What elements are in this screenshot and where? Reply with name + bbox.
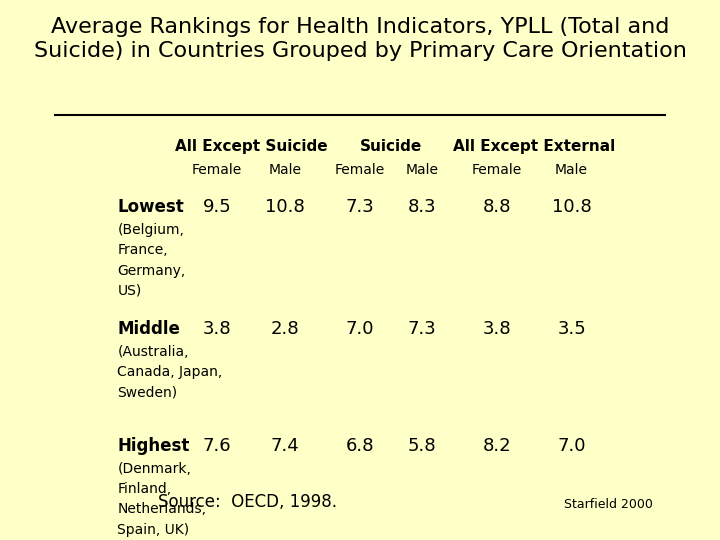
Text: Female: Female [192,163,242,177]
Text: Male: Male [269,163,302,177]
Text: Female: Female [472,163,522,177]
Text: Starfield 2000: Starfield 2000 [564,498,652,511]
Text: 7.3: 7.3 [408,320,436,338]
Text: Average Rankings for Health Indicators, YPLL (Total and
Suicide) in Countries Gr: Average Rankings for Health Indicators, … [34,17,686,60]
Text: 6.8: 6.8 [346,436,374,455]
Text: 7.4: 7.4 [271,436,300,455]
Text: 3.5: 3.5 [557,320,586,338]
Text: Highest: Highest [117,436,189,455]
Text: Sweden): Sweden) [117,386,177,400]
Text: Male: Male [555,163,588,177]
Text: Suicide: Suicide [360,139,422,154]
Text: Middle: Middle [117,320,180,338]
Text: All Except Suicide: All Except Suicide [175,139,328,154]
Text: US): US) [117,284,142,298]
Text: 3.8: 3.8 [482,320,511,338]
Text: (Denmark,: (Denmark, [117,462,191,476]
Text: 9.5: 9.5 [202,198,231,216]
Text: Male: Male [406,163,438,177]
Text: 8.8: 8.8 [482,198,511,216]
Text: 7.0: 7.0 [557,436,586,455]
Text: Germany,: Germany, [117,264,186,278]
Text: Lowest: Lowest [117,198,184,216]
Text: 2.8: 2.8 [271,320,300,338]
Text: 7.6: 7.6 [202,436,231,455]
Text: 3.8: 3.8 [202,320,231,338]
Text: All Except External: All Except External [453,139,616,154]
Text: 8.3: 8.3 [408,198,436,216]
Text: (Belgium,: (Belgium, [117,223,184,237]
Text: Source:  OECD, 1998.: Source: OECD, 1998. [158,493,338,511]
Text: Spain, UK): Spain, UK) [117,523,189,537]
Text: 10.8: 10.8 [552,198,591,216]
Text: Netherlands,: Netherlands, [117,502,207,516]
Text: Canada, Japan,: Canada, Japan, [117,366,222,380]
Text: 7.0: 7.0 [346,320,374,338]
Text: 10.8: 10.8 [266,198,305,216]
Text: 8.2: 8.2 [482,436,511,455]
Text: Female: Female [335,163,385,177]
Text: Finland,: Finland, [117,482,171,496]
Text: 7.3: 7.3 [346,198,374,216]
Text: France,: France, [117,244,168,258]
Text: 5.8: 5.8 [408,436,436,455]
Text: (Australia,: (Australia, [117,345,189,359]
